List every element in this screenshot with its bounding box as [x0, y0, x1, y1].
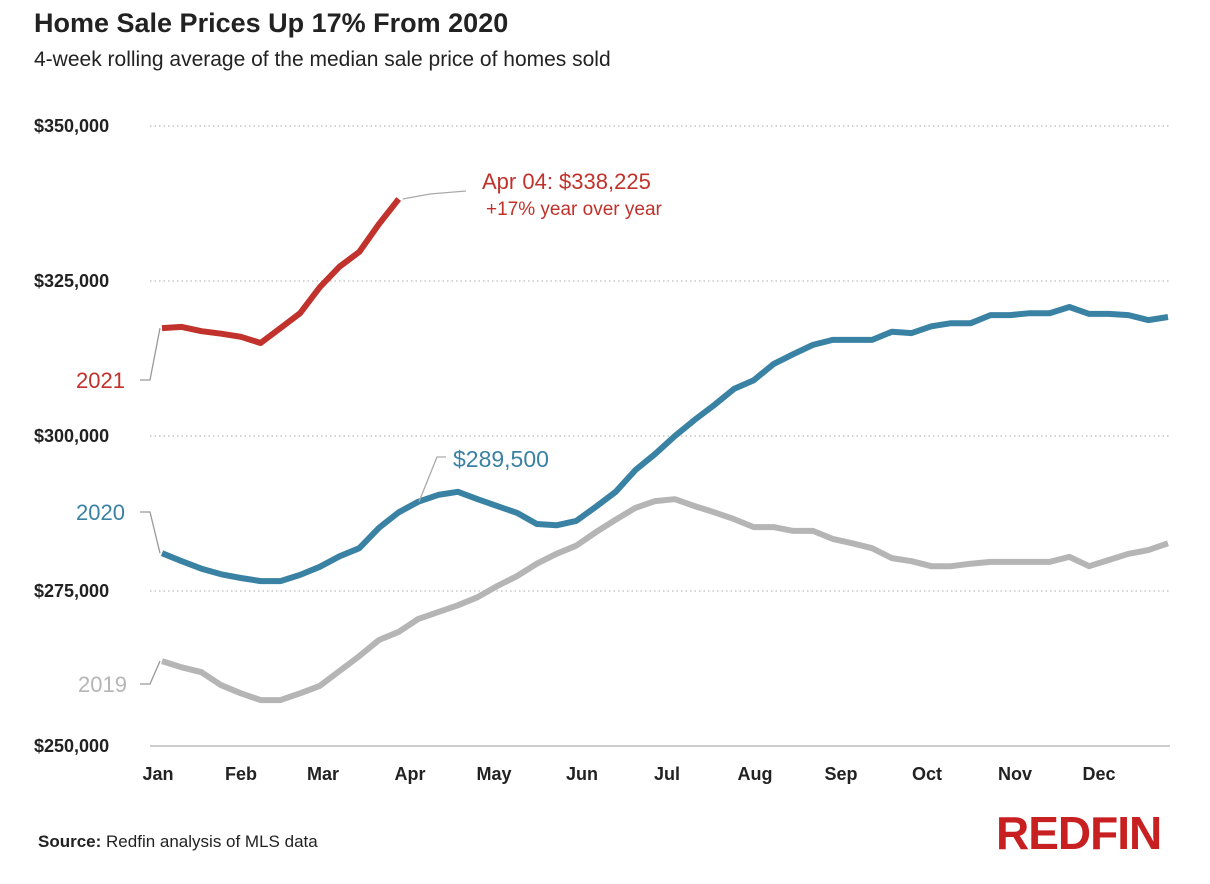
x-tick-label: Sep: [824, 764, 857, 784]
series-label: 2019: [78, 672, 127, 697]
annotation-2021-value: Apr 04: $338,225: [482, 169, 651, 194]
source-text: Redfin analysis of MLS data: [106, 832, 318, 851]
x-tick-label: Feb: [225, 764, 257, 784]
x-tick-label: Mar: [307, 764, 339, 784]
annotation-leader: [418, 456, 446, 502]
source-note: Source: Redfin analysis of MLS data: [38, 832, 318, 852]
x-tick-label: Dec: [1082, 764, 1115, 784]
y-tick-label: $350,000: [34, 116, 109, 136]
x-tick-label: Nov: [998, 764, 1032, 784]
source-label: Source:: [38, 832, 102, 851]
annotation-2021-yoy: +17% year over year: [486, 199, 663, 220]
leader-line: [140, 327, 161, 381]
series-line-2021: [161, 197, 402, 346]
y-tick-label: $250,000: [34, 736, 109, 756]
chart-title: Home Sale Prices Up 17% From 2020: [34, 8, 509, 38]
x-tick-label: Oct: [912, 764, 942, 784]
x-tick-label: Jul: [654, 764, 680, 784]
leader-line: [140, 660, 161, 685]
redfin-logo: REDFIN: [996, 807, 1162, 859]
annotation-2020-value: $289,500: [453, 446, 549, 472]
leader-line: [140, 511, 161, 554]
x-tick-label: Jun: [566, 764, 598, 784]
series-line-2019: [161, 496, 1169, 704]
x-tick-label: Aug: [738, 764, 773, 784]
annotation-leader: [402, 190, 467, 200]
y-tick-label: $300,000: [34, 426, 109, 446]
series-label: 2021: [76, 368, 125, 393]
y-tick-label: $275,000: [34, 581, 109, 601]
series-label: 2020: [76, 500, 125, 525]
chart-subtitle: 4-week rolling average of the median sal…: [34, 48, 611, 71]
x-tick-label: Jan: [142, 764, 173, 784]
y-tick-label: $325,000: [34, 271, 109, 291]
x-tick-label: May: [476, 764, 511, 784]
x-tick-label: Apr: [395, 764, 426, 784]
series-line-2020: [160, 304, 1169, 585]
